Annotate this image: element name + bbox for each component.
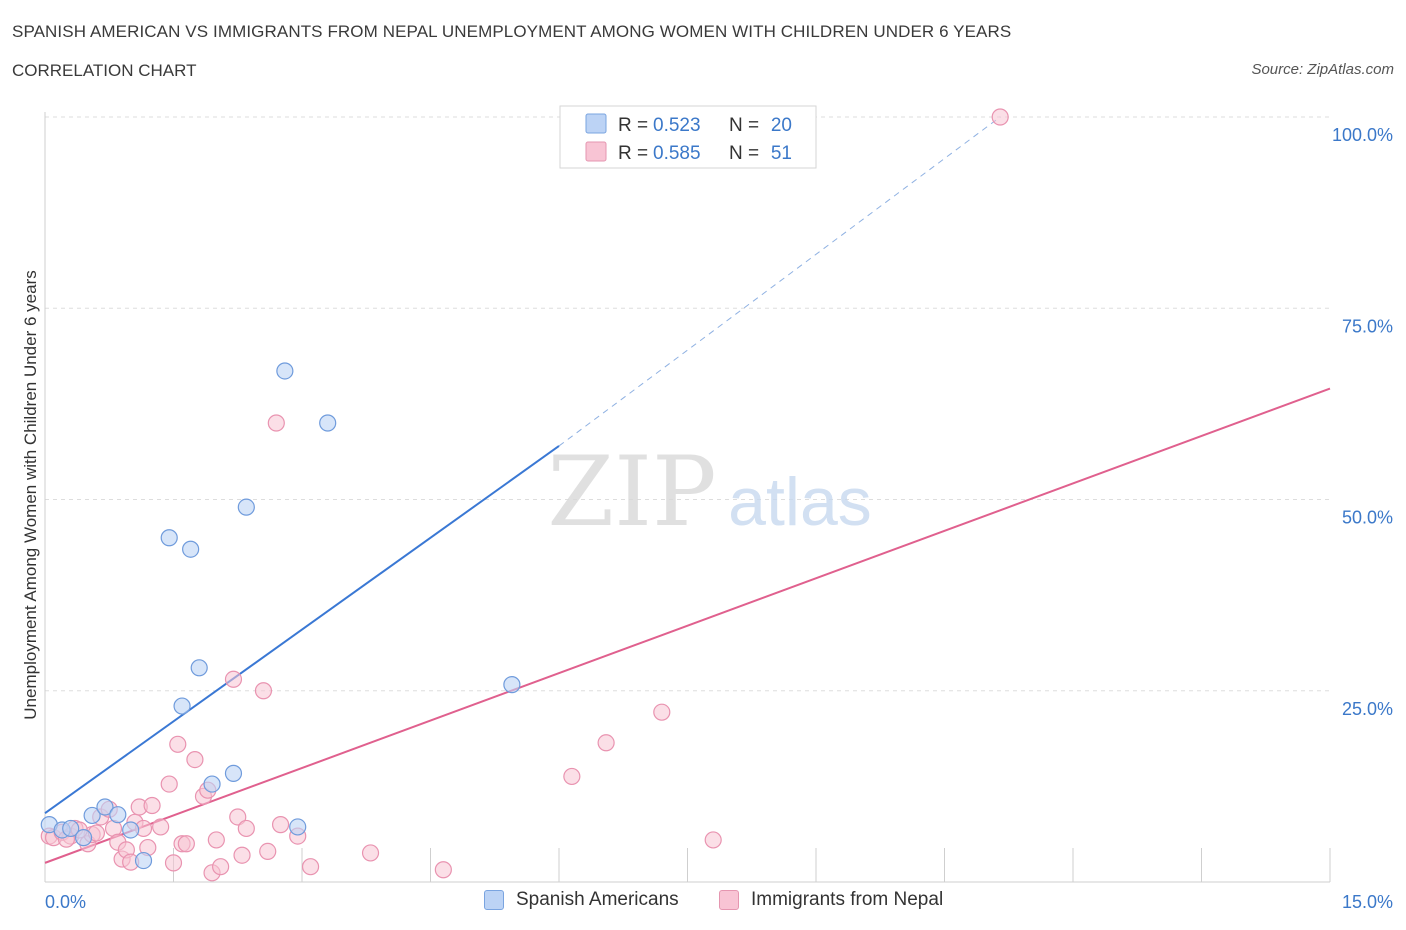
- legend-item-spanish-americans[interactable]: Spanish Americans: [484, 889, 679, 911]
- data-point-immigrants-from-nepal: [152, 818, 170, 836]
- y-tick-label: 25.0%: [1342, 699, 1393, 719]
- data-point-immigrants-from-nepal: [254, 682, 273, 700]
- stats-r-value-pink: 0.585: [653, 143, 701, 164]
- data-point-spanish-americans: [62, 819, 80, 838]
- data-point-immigrants-from-nepal: [160, 775, 178, 793]
- data-point-spanish-americans: [96, 798, 114, 816]
- chart-title: SPANISH AMERICAN VS IMMIGRANTS FROM NEPA…: [12, 22, 1012, 41]
- chart-subtitle: CORRELATION CHART: [12, 61, 197, 80]
- data-point-spanish-americans: [182, 540, 200, 558]
- stats-r-value-blue: 0.523: [653, 115, 701, 136]
- y-tick-label: 50.0%: [1342, 508, 1393, 528]
- x-tick-label-max: 15.0%: [1342, 892, 1393, 912]
- y-tick-label: 75.0%: [1342, 316, 1393, 336]
- y-tick-label: 100.0%: [1332, 125, 1393, 145]
- stats-r-label-blue: R =: [618, 115, 648, 136]
- stats-n-label-pink: N =: [729, 143, 759, 164]
- data-point-immigrants-from-nepal: [207, 831, 225, 849]
- watermark-zip: ZIP: [547, 436, 716, 548]
- data-point-spanish-americans: [289, 818, 307, 836]
- data-point-spanish-americans: [224, 764, 243, 782]
- data-point-immigrants-from-nepal: [563, 767, 581, 786]
- x-tick-label-min: 0.0%: [45, 892, 86, 912]
- data-point-spanish-americans: [203, 775, 221, 793]
- data-point-spanish-americans: [74, 829, 93, 847]
- data-point-spanish-americans: [503, 676, 521, 694]
- stats-r-label-pink: R =: [618, 143, 648, 164]
- stats-n-label-blue: N =: [729, 115, 759, 136]
- data-point-spanish-americans: [276, 362, 294, 380]
- data-point-immigrants-from-nepal: [704, 831, 722, 849]
- data-point-immigrants-from-nepal: [434, 861, 452, 879]
- data-point-immigrants-from-nepal: [259, 842, 277, 861]
- data-point-immigrants-from-nepal: [237, 819, 255, 838]
- data-point-spanish-americans: [173, 697, 191, 715]
- data-point-immigrants-from-nepal: [186, 750, 204, 769]
- y-axis-label: Unemployment Among Women with Children U…: [21, 270, 40, 719]
- data-point-spanish-americans: [134, 851, 153, 870]
- data-point-immigrants-from-nepal: [164, 854, 183, 872]
- legend-label-immigrants-from-nepal: Immigrants from Nepal: [751, 889, 944, 910]
- data-point-spanish-americans: [160, 529, 178, 547]
- data-point-spanish-americans: [190, 659, 208, 677]
- data-point-spanish-americans: [319, 414, 337, 432]
- legend-swatch-blue: [484, 890, 504, 910]
- stats-n-value-blue: 20: [771, 115, 792, 136]
- data-point-immigrants-from-nepal: [267, 414, 285, 432]
- stats-legend-box: R = 0.523 N = 20 R = 0.585 N = 51: [559, 105, 817, 169]
- stats-swatch-pink: [585, 141, 607, 162]
- data-point-immigrants-from-nepal: [233, 846, 251, 864]
- legend-label-spanish-americans: Spanish Americans: [516, 889, 679, 910]
- data-point-spanish-americans: [237, 498, 255, 516]
- trend-line-immigrants-from-nepal: [44, 387, 1331, 864]
- trend-line-spanish-americans: [44, 445, 560, 814]
- data-point-immigrants-from-nepal: [597, 734, 615, 752]
- legend-swatch-pink: [719, 890, 739, 910]
- legend-item-immigrants-from-nepal[interactable]: Immigrants from Nepal: [719, 889, 943, 911]
- source-label: Source: ZipAtlas.com: [1251, 61, 1394, 78]
- data-point-immigrants-from-nepal: [169, 735, 187, 753]
- data-point-immigrants-from-nepal: [301, 858, 320, 876]
- data-point-immigrants-from-nepal: [143, 796, 161, 815]
- data-point-spanish-americans: [83, 806, 101, 825]
- data-point-spanish-americans: [122, 821, 140, 839]
- data-point-immigrants-from-nepal: [229, 808, 247, 826]
- data-point-immigrants-from-nepal: [224, 670, 243, 688]
- trend-line-extension-spanish-americans: [558, 116, 1001, 447]
- watermark-atlas: atlas: [728, 464, 872, 540]
- data-point-immigrants-from-nepal: [361, 844, 380, 862]
- stats-swatch-blue: [585, 113, 607, 134]
- data-point-spanish-americans: [109, 806, 127, 824]
- stats-n-value-pink: 51: [771, 143, 792, 164]
- data-point-immigrants-from-nepal: [271, 816, 290, 834]
- data-point-immigrants-from-nepal: [991, 108, 1009, 126]
- data-point-immigrants-from-nepal: [177, 835, 195, 853]
- data-point-immigrants-from-nepal: [212, 858, 230, 876]
- data-point-immigrants-from-nepal: [653, 703, 671, 721]
